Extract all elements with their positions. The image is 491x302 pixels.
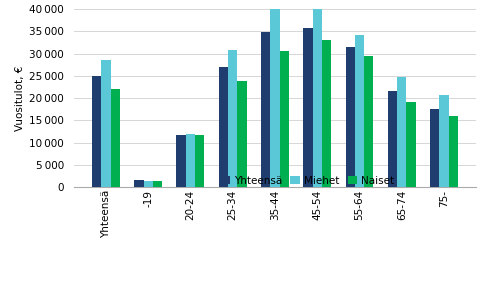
Bar: [397, 77, 407, 187]
Bar: [143, 181, 153, 187]
Bar: [134, 180, 143, 187]
Bar: [407, 102, 416, 187]
Bar: [110, 89, 120, 187]
Bar: [279, 51, 289, 187]
Bar: [153, 181, 162, 187]
Bar: [219, 67, 228, 187]
Bar: [364, 56, 374, 187]
Bar: [449, 116, 458, 187]
Bar: [186, 134, 195, 187]
Bar: [439, 95, 449, 187]
Bar: [195, 135, 204, 187]
Bar: [237, 81, 246, 187]
Bar: [261, 32, 271, 187]
Bar: [355, 35, 364, 187]
Y-axis label: Vuositulot, €: Vuositulot, €: [15, 66, 25, 131]
Legend: Yhteensä, Miehet, Naiset: Yhteensä, Miehet, Naiset: [220, 175, 394, 186]
Bar: [346, 47, 355, 187]
Bar: [313, 9, 322, 187]
Bar: [322, 40, 331, 187]
Bar: [271, 9, 279, 187]
Bar: [303, 28, 313, 187]
Bar: [388, 92, 397, 187]
Bar: [430, 109, 439, 187]
Bar: [228, 50, 237, 187]
Bar: [101, 60, 110, 187]
Bar: [176, 135, 186, 187]
Bar: [92, 76, 101, 187]
